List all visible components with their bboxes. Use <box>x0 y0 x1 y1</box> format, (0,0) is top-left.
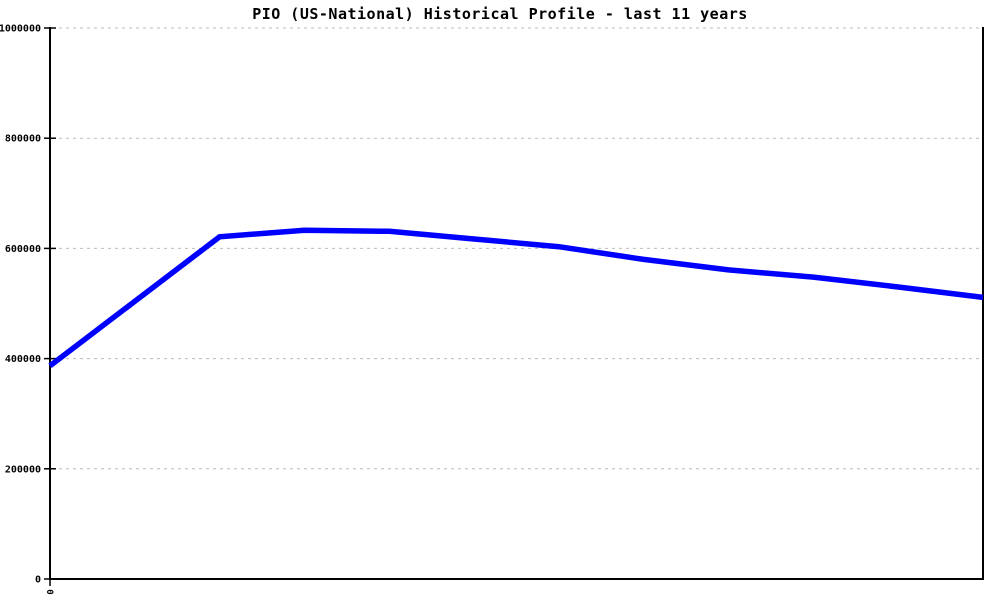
chart-title: PIO (US-National) Historical Profile - l… <box>252 5 748 23</box>
y-tick-label: 0 <box>35 575 41 586</box>
x-tick-label: 0 <box>44 589 54 594</box>
data-line-pio <box>48 227 984 368</box>
y-tick-label: 200000 <box>5 464 41 475</box>
y-tick-label: 1000000 <box>0 24 41 35</box>
y-tick-label: 800000 <box>5 134 41 145</box>
y-tick-label: 400000 <box>5 354 41 365</box>
y-tick-label: 600000 <box>5 244 41 255</box>
